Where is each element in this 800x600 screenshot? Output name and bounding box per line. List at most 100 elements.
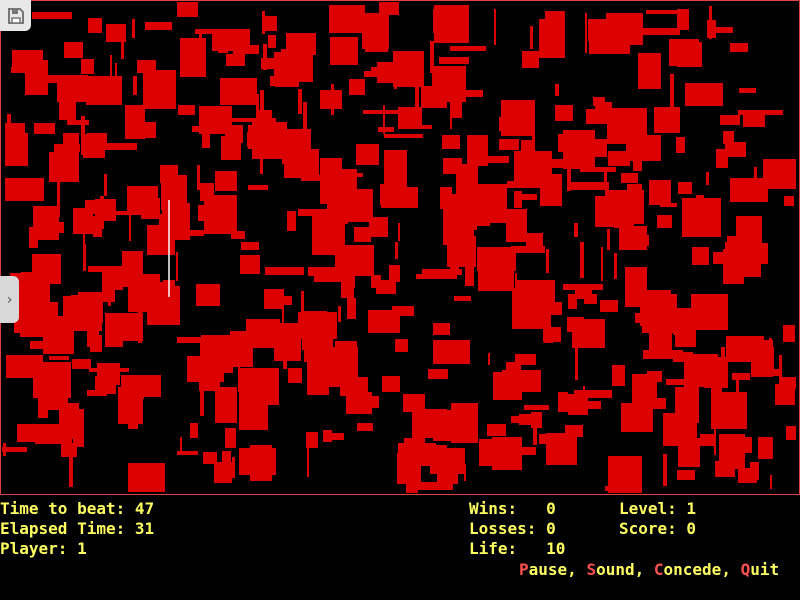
obstacle [265,16,277,31]
obstacle [600,300,618,312]
obstacle [73,208,93,234]
elapsed-time: Elapsed Time: 31 [0,519,155,538]
obstacle [48,392,68,410]
obstacle [225,428,236,448]
menu: Pause, Sound, Concede, Quit [519,560,780,579]
obstacle [517,280,555,314]
obstacle [307,362,329,395]
obstacle [638,53,661,89]
obstacle [190,423,198,438]
obstacle [298,209,342,216]
obstacle [515,354,536,365]
obstacle [558,392,568,412]
obstacle [397,453,421,484]
menu-concede[interactable]: Concede [653,560,722,579]
expand-panel-button[interactable]: › [0,276,19,323]
obstacle [232,457,235,478]
obstacle [338,306,341,322]
obstacle [106,24,126,42]
obstacle [723,131,734,144]
obstacle [595,102,612,111]
obstacle [93,216,102,237]
obstacle [433,323,450,335]
obstacle [586,139,607,157]
obstacle [141,198,160,219]
obstacle [239,448,276,475]
obstacle [750,462,759,480]
obstacle [460,90,483,97]
playfield[interactable] [0,0,800,495]
obstacle [676,308,685,327]
obstacle [627,184,642,197]
obstacle [499,139,519,150]
obstacle [264,289,284,309]
obstacle [330,37,358,65]
menu-sound[interactable]: Sound [586,560,635,579]
obstacle [34,123,55,134]
save-button[interactable] [0,0,31,31]
obstacle [137,60,156,73]
obstacle [612,365,625,386]
obstacle [711,392,747,429]
obstacle [739,88,756,93]
obstacle [83,244,86,271]
obstacle [754,167,757,186]
obstacle [532,116,535,145]
obstacle [132,19,135,38]
obstacle [730,43,748,52]
obstacle [35,424,72,444]
obstacle [548,159,570,168]
obstacle [634,233,646,248]
obstacle [670,74,674,107]
obstacle [511,416,532,423]
obstacle [430,41,434,73]
obstacle [104,174,107,196]
obstacle [546,249,549,273]
obstacle [576,398,586,411]
obstacle [588,19,607,41]
obstacle [608,151,630,166]
wins: Wins: 0 [469,499,556,518]
obstacle [713,252,723,264]
obstacle [180,437,182,451]
menu-pause[interactable]: Pause [519,560,568,579]
obstacle [263,44,267,70]
obstacle [248,125,275,149]
obstacle [530,26,533,49]
menu-quit[interactable]: Quit [740,560,780,579]
obstacle [125,105,145,139]
obstacle [533,421,537,445]
obstacle [493,372,522,400]
obstacle [451,97,462,118]
obstacle [786,426,796,440]
obstacle [29,75,58,83]
obstacle [49,356,69,360]
obstacle [604,21,630,54]
obstacle [383,105,385,134]
obstacle [256,94,259,133]
obstacle [691,294,728,330]
obstacle [143,70,176,109]
obstacle [472,220,490,226]
obstacle [306,432,318,448]
obstacle [87,133,107,144]
obstacle [202,128,210,148]
obstacle [232,118,276,122]
obstacle [398,107,422,129]
obstacle [331,84,334,115]
obstacle [318,245,347,252]
obstacle [763,159,796,189]
obstacle [110,55,112,94]
obstacle [567,182,609,190]
obstacle [584,294,597,304]
obstacle [90,335,102,352]
obstacle [239,368,279,405]
obstacle [69,304,95,327]
obstacle [307,446,309,477]
obstacle [465,265,474,286]
obstacle [282,302,284,335]
obstacle [81,59,94,74]
obstacle [262,11,265,34]
obstacle [57,182,60,217]
obstacle [558,134,568,152]
